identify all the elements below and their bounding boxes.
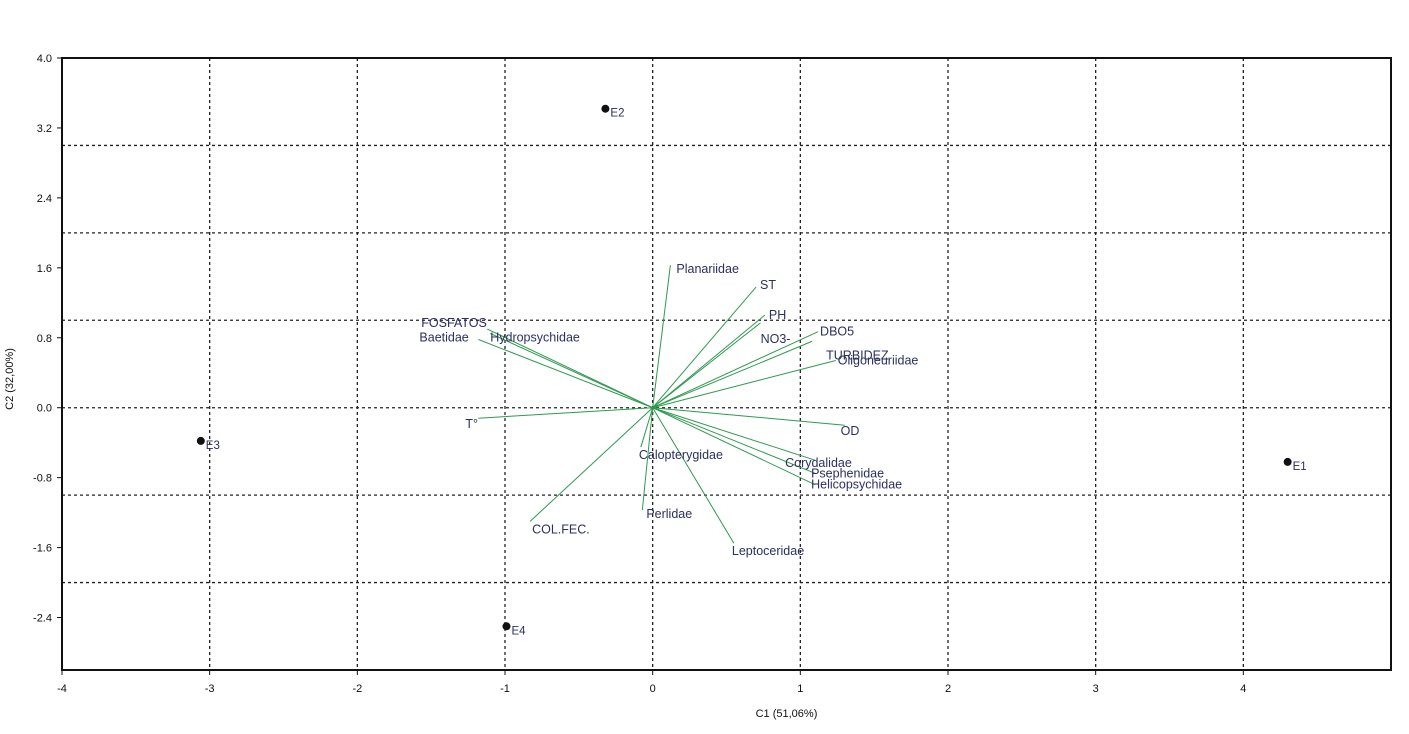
- vector-line-3: [652, 322, 761, 409]
- vector-line-14: [529, 407, 654, 522]
- vector-line-9: [652, 407, 816, 474]
- vector-line-1: [652, 286, 757, 409]
- vector-label: Hydropsychidae: [490, 330, 580, 344]
- vector-label: Helicopsychidae: [811, 478, 902, 492]
- vector-label: T°: [465, 417, 478, 431]
- vector-layer: [478, 265, 845, 544]
- site-point-1: [601, 104, 610, 113]
- vector-line-18: [478, 339, 653, 409]
- vector-label: Perlidae: [646, 507, 692, 521]
- vector-label: Planariidae: [676, 262, 739, 276]
- vector-label: OD: [841, 424, 860, 438]
- vector-label: DBO5: [820, 325, 854, 339]
- site-point-3: [502, 622, 511, 631]
- x-tick-label: 4: [1240, 683, 1246, 695]
- vector-line-11: [652, 407, 735, 544]
- vector-label: Corydalidae: [785, 456, 852, 470]
- x-tick-label: 0: [650, 683, 656, 695]
- plot-frame: [61, 57, 1392, 671]
- vector-line-2: [652, 314, 766, 409]
- label-layer: Planariidae ST PH NO3- DBO5 TURBIDEZOligoneur…: [206, 108, 1307, 638]
- y-tick-label: 0.0: [37, 403, 52, 415]
- site-label: E2: [610, 108, 624, 120]
- y-tick-label: 2.4: [37, 193, 52, 205]
- x-axis-title: C1 (51,06%): [756, 708, 818, 720]
- y-tick-label: 0.8: [37, 333, 52, 345]
- vector-label: Leptoceridae: [732, 544, 804, 558]
- vector-label: Baetidae: [419, 331, 468, 345]
- point-layer: [196, 104, 1292, 631]
- vector-line-5: [652, 340, 813, 409]
- site-label: E1: [1293, 461, 1307, 473]
- axis-layer: -4 -3 -2 -1 0 1 2 3 4 4.0 3.2 2.4 1.6 0.8 0.0 -0.8 -1.6 -…: [33, 53, 1246, 695]
- vector-line-4: [652, 331, 819, 409]
- grid-layer: [62, 58, 1391, 670]
- vector-label: Psephenidae: [811, 466, 884, 480]
- vector-label: TURBIDEZ: [826, 348, 889, 362]
- vector-label: NO3-: [761, 332, 791, 346]
- vector-line-13: [640, 407, 654, 448]
- site-point-2: [196, 436, 205, 445]
- y-tick-label: -0.8: [33, 473, 52, 485]
- y-tick-label: -1.6: [33, 543, 52, 555]
- x-tick-label: 3: [1093, 683, 1099, 695]
- x-tick-label: 2: [945, 683, 951, 695]
- vector-label: PH: [769, 308, 786, 322]
- x-tick-label: -1: [500, 683, 510, 695]
- site-label: E3: [206, 440, 220, 452]
- y-tick-label: 4.0: [37, 53, 52, 65]
- x-tick-label: -3: [205, 683, 215, 695]
- y-tick-label: 1.6: [37, 263, 52, 275]
- vector-label: ST: [760, 278, 776, 292]
- x-tick-label: 1: [797, 683, 803, 695]
- x-tick-label: -2: [352, 683, 362, 695]
- y-axis-title: C2 (32,00%): [4, 348, 16, 410]
- vector-line-10: [652, 407, 816, 486]
- y-tick-label: 3.2: [37, 123, 52, 135]
- y-tick-label: -2.4: [33, 613, 52, 625]
- vector-line-7: [652, 407, 845, 426]
- vector-line-0: [652, 265, 671, 408]
- site-label: E4: [511, 625, 526, 637]
- x-tick-label: -4: [57, 683, 67, 695]
- vector-line-12: [641, 407, 654, 511]
- site-point-0: [1283, 457, 1292, 466]
- vector-label: COL.FEC.: [532, 522, 590, 536]
- vector-line-15: [478, 407, 653, 419]
- vector-line-8: [652, 407, 816, 461]
- vector-line-6: [652, 360, 836, 409]
- vector-line-17: [490, 332, 653, 409]
- vector-label: FOSFATOS: [421, 316, 487, 330]
- vector-label: Calopterygidae: [639, 448, 723, 462]
- vector-label: Oligoneuriidae: [838, 354, 919, 368]
